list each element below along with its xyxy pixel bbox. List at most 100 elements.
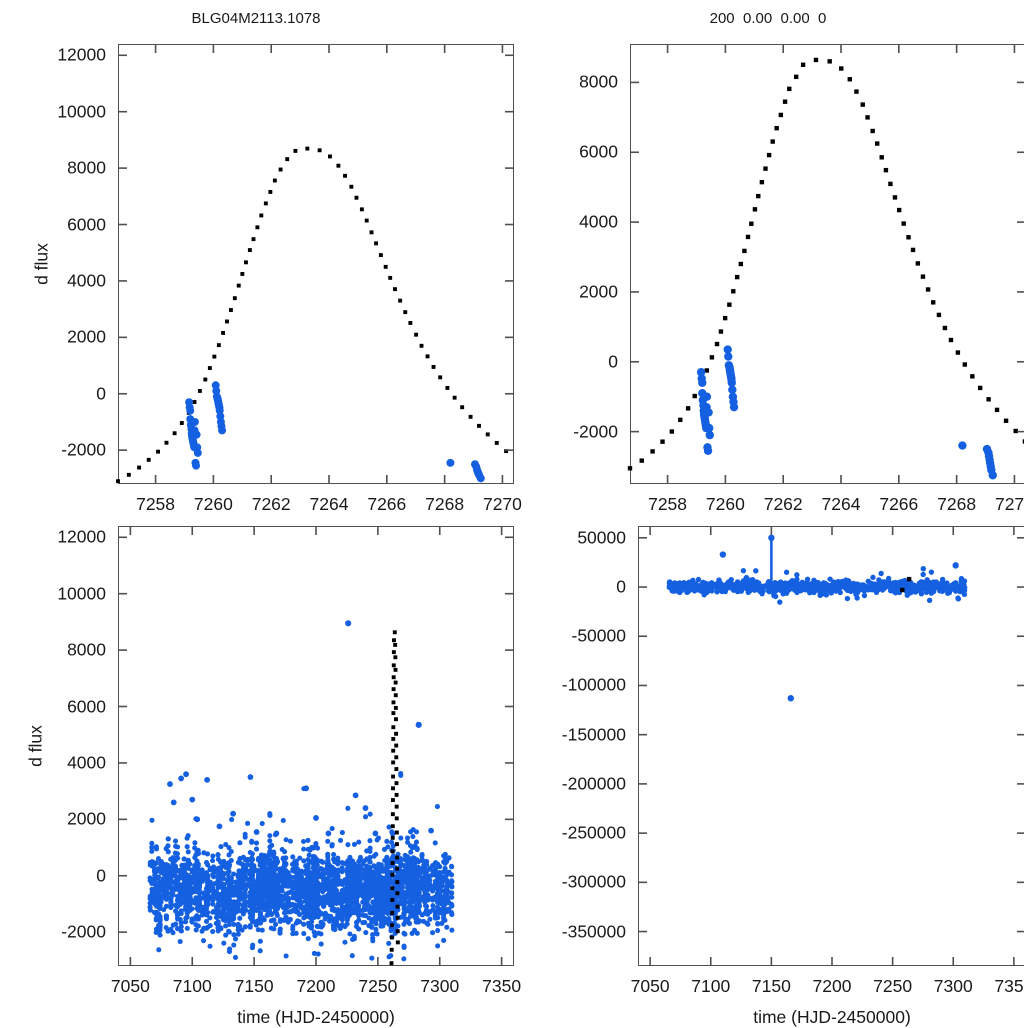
model-curve-dash bbox=[172, 431, 177, 436]
flux-data-point bbox=[476, 474, 485, 483]
flux-data-point bbox=[435, 921, 441, 927]
flux-data-point bbox=[172, 838, 179, 844]
model-curve-dash bbox=[390, 849, 395, 854]
flux-data-point bbox=[253, 922, 259, 928]
x-tick-label: 7264 bbox=[309, 494, 349, 514]
model-curve-dash bbox=[727, 302, 732, 307]
flux-data-point bbox=[259, 895, 266, 901]
flux-data-point bbox=[223, 842, 229, 848]
flux-data-point bbox=[204, 851, 211, 857]
flux-data-point bbox=[231, 871, 237, 877]
model-curve-dash bbox=[431, 364, 436, 369]
model-curve-dash bbox=[994, 407, 1000, 413]
flux-data-point bbox=[385, 844, 391, 850]
model-curve-dash bbox=[742, 248, 747, 254]
flux-data-point bbox=[300, 838, 307, 845]
flux-data-point bbox=[435, 882, 441, 888]
panel-bottom-right-frame bbox=[638, 526, 1024, 966]
panel-bottom-right-plot bbox=[638, 526, 1024, 966]
flux-data-point bbox=[168, 879, 174, 885]
model-curve-dash bbox=[390, 910, 395, 915]
flux-data-point bbox=[356, 913, 362, 919]
model-curve-dash bbox=[390, 872, 395, 877]
flux-data-point bbox=[221, 940, 227, 946]
flux-data-point bbox=[267, 838, 273, 844]
flux-data-point bbox=[297, 855, 303, 861]
flux-outlier-point bbox=[428, 827, 434, 834]
model-curve-dash bbox=[374, 241, 378, 246]
flux-data-point bbox=[249, 851, 255, 857]
flux-data-point bbox=[702, 392, 712, 401]
model-curve-dash bbox=[349, 184, 354, 189]
model-curve-dash bbox=[395, 842, 399, 847]
flux-outlier-point bbox=[167, 781, 173, 787]
flux-data-point bbox=[390, 843, 396, 849]
flux-data-point bbox=[446, 855, 452, 861]
x-tick-label: 7250 bbox=[873, 976, 913, 996]
model-curve-dash bbox=[359, 207, 364, 212]
flux-data-point bbox=[257, 910, 263, 916]
model-curve-dash bbox=[390, 923, 394, 928]
flux-data-point bbox=[288, 874, 294, 880]
flux-data-point bbox=[435, 915, 441, 921]
flux-data-point bbox=[244, 862, 250, 868]
model-curve-dash bbox=[874, 141, 880, 146]
flux-data-point bbox=[329, 826, 335, 832]
model-curve-dash bbox=[156, 449, 160, 454]
flux-data-point bbox=[357, 869, 363, 875]
flux-data-point bbox=[293, 861, 299, 867]
model-curve-dash bbox=[970, 374, 975, 379]
model-curve-dash bbox=[216, 343, 221, 348]
model-curve-dash bbox=[766, 152, 772, 158]
x-tick-label: 7268 bbox=[937, 494, 977, 514]
model-curve-dash bbox=[627, 466, 633, 471]
model-curve-dash bbox=[977, 385, 983, 391]
flux-data-point bbox=[314, 862, 320, 868]
flux-data-point bbox=[844, 595, 851, 602]
flux-data-point bbox=[170, 930, 176, 936]
flux-data-point bbox=[261, 917, 267, 923]
flux-data-point bbox=[251, 863, 257, 869]
flux-data-point bbox=[351, 933, 357, 940]
y-tick-label: -2000 bbox=[61, 921, 106, 942]
flux-data-point bbox=[280, 817, 286, 824]
flux-data-point bbox=[449, 927, 455, 933]
flux-data-point bbox=[827, 576, 833, 582]
model-curve-dash bbox=[414, 332, 419, 337]
model-curve-dash bbox=[962, 362, 968, 367]
flux-data-point bbox=[345, 805, 351, 811]
model-curve-dash bbox=[936, 312, 942, 318]
flux-data-point bbox=[184, 914, 190, 920]
panel-top-left: BLG04M2113.1078 d flux 7258 7260 7262 7264 7… bbox=[0, 0, 522, 514]
model-curve-dash bbox=[395, 915, 400, 920]
model-curve-dash bbox=[383, 264, 388, 269]
model-curve-dash bbox=[920, 274, 926, 279]
flux-data-point bbox=[398, 856, 404, 862]
flux-outlier-point bbox=[362, 805, 369, 811]
flux-data-point bbox=[449, 902, 455, 908]
flux-data-point bbox=[434, 878, 440, 885]
flux-outlier-point bbox=[719, 551, 727, 558]
flux-data-point bbox=[885, 575, 892, 582]
flux-data-point bbox=[207, 943, 213, 949]
flux-data-point bbox=[247, 924, 253, 930]
flux-data-point bbox=[325, 838, 331, 844]
panel-bottom-left-xlabel: time (HJD-2450000) bbox=[237, 1007, 395, 1027]
flux-data-point bbox=[199, 869, 205, 876]
flux-data-point bbox=[157, 932, 163, 938]
x-tick-label: 7200 bbox=[812, 976, 852, 996]
flux-outlier-point bbox=[952, 562, 959, 569]
flux-outlier-point bbox=[216, 823, 223, 830]
flux-data-point bbox=[187, 893, 193, 899]
panel-bottom-right: time (HJD-2450000) 7050 7100 7150 7200 7250 7… bbox=[512, 512, 1024, 1027]
flux-data-point bbox=[446, 458, 455, 467]
flux-data-point bbox=[315, 845, 321, 851]
flux-data-point bbox=[177, 882, 183, 889]
flux-data-point bbox=[449, 883, 455, 889]
model-curve-dash bbox=[390, 812, 395, 817]
flux-data-point bbox=[257, 948, 263, 954]
model-curve-dash bbox=[378, 253, 383, 258]
flux-data-point bbox=[357, 877, 363, 883]
flux-data-point bbox=[165, 836, 171, 842]
